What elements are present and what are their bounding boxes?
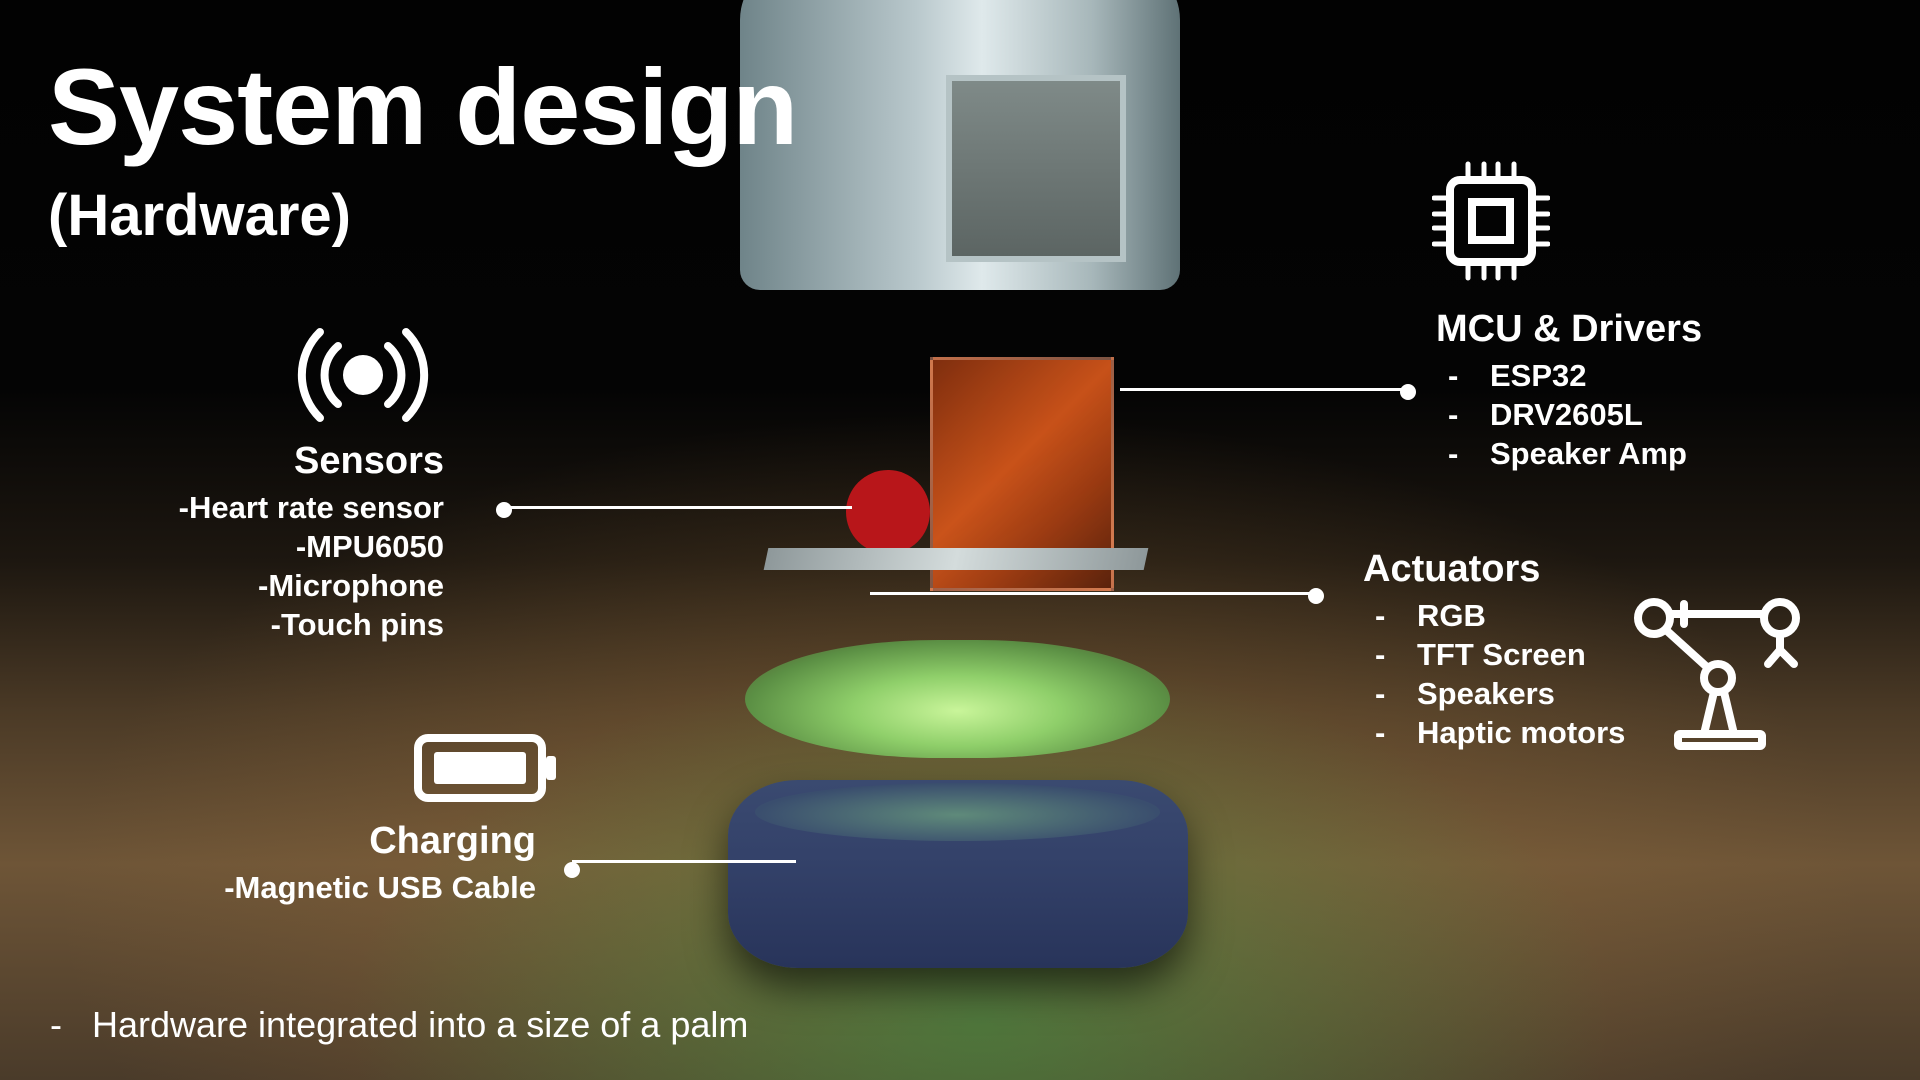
mounting-plate	[763, 548, 1149, 570]
charging-callout-line	[572, 860, 796, 863]
charging-list: -Magnetic USB Cable	[193, 868, 536, 907]
list-item: -Magnetic USB Cable	[224, 869, 536, 905]
battery-icon	[412, 732, 562, 804]
list-item: - ESP32	[1448, 357, 1587, 393]
broadcast-icon	[296, 326, 430, 424]
list-item: -Microphone	[258, 567, 444, 603]
mcu-list: - ESP32 - DRV2605L - Speaker Amp	[1436, 356, 1702, 473]
slide-subtitle: (Hardware)	[48, 183, 351, 248]
glowing-shell	[745, 640, 1170, 758]
charging-heading: Charging	[369, 820, 536, 862]
sensors-block: Sensors -Heart rate sensor -MPU6050 -Mic…	[147, 440, 444, 644]
list-item: - DRV2605L	[1448, 396, 1643, 432]
list-item: -Touch pins	[270, 606, 444, 642]
heart-rate-sensor-disc	[846, 470, 930, 554]
mcu-callout-line	[1120, 388, 1408, 391]
sensors-callout-dot	[496, 501, 512, 518]
mcu-callout-dot	[1400, 383, 1416, 400]
sensors-heading: Sensors	[294, 440, 444, 482]
mcu-block: MCU & Drivers - ESP32 - DRV2605L - Speaker …	[1436, 308, 1702, 473]
list-item: - Speakers	[1375, 675, 1555, 711]
actuators-block: Actuators - RGB - TFT Screen - Speakers - Ha…	[1363, 548, 1625, 752]
list-item: - Speaker Amp	[1448, 435, 1687, 471]
actuators-callout-dot	[1308, 587, 1324, 604]
robot-arm-icon	[1632, 594, 1808, 752]
list-item: -Heart rate sensor	[178, 489, 444, 525]
actuators-heading: Actuators	[1363, 548, 1541, 590]
charging-base-top	[755, 783, 1160, 841]
actuators-callout-line	[870, 592, 1316, 595]
list-item: - TFT Screen	[1375, 636, 1586, 672]
list-item: -MPU6050	[295, 528, 444, 564]
footnote-text: Hardware integrated into a size of a pal…	[92, 1004, 749, 1045]
slide-title: System design	[48, 46, 798, 167]
list-item: - RGB	[1375, 597, 1486, 633]
mcu-heading: MCU & Drivers	[1436, 308, 1703, 350]
charging-callout-dot	[564, 861, 580, 878]
actuators-list: - RGB - TFT Screen - Speakers - Haptic motor…	[1363, 596, 1625, 752]
charging-block: Charging -Magnetic USB Cable	[193, 820, 536, 907]
sensors-list: -Heart rate sensor -MPU6050 -Microphone …	[147, 488, 444, 644]
footnote: - Hardware integrated into a size of a pa…	[50, 1004, 749, 1045]
chip-icon	[1432, 160, 1550, 282]
list-item: - Haptic motors	[1375, 714, 1626, 750]
device-screen	[946, 75, 1126, 262]
sensors-callout-line	[504, 506, 852, 509]
